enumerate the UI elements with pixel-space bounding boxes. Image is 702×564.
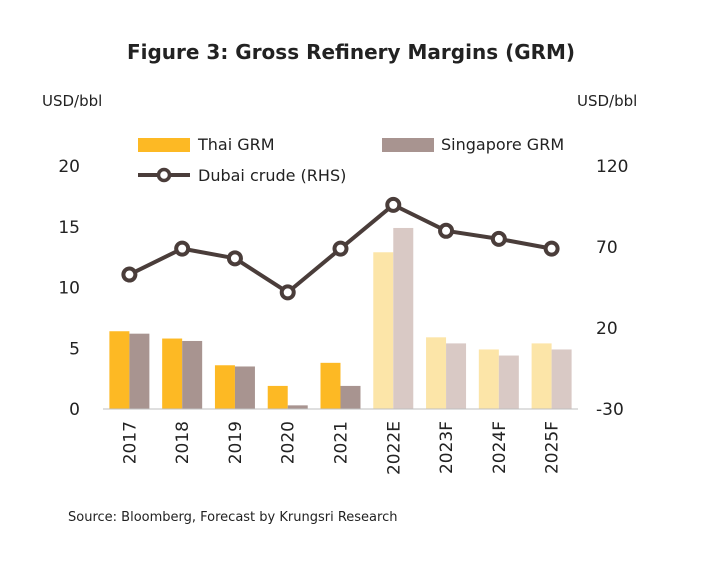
right-tick-label: -30 — [596, 400, 624, 420]
category-label: 2020 — [279, 421, 299, 464]
legend-marker-dubai-crude — [156, 167, 172, 183]
category-label: 2021 — [332, 421, 352, 464]
axis-layer: 0 5 10 15 20 -30 20 70 120 2017 2018 2019 2020 2021 20… — [58, 157, 628, 475]
point-dubai-crude-2022e — [385, 196, 402, 213]
category-label: 2017 — [120, 421, 140, 464]
bar-thai-grm-2023f — [426, 337, 447, 409]
point-dubai-crude-2020 — [279, 284, 296, 301]
bar-singapore-grm-2023f — [446, 343, 467, 409]
left-tick-label: 15 — [58, 218, 80, 238]
bar-thai-grm-2025f — [531, 343, 552, 409]
legend-label-singapore-grm: Singapore GRM — [441, 135, 564, 154]
category-label: 2018 — [173, 421, 193, 464]
line-layer — [121, 196, 560, 301]
left-tick-label: 20 — [58, 157, 80, 177]
bar-singapore-grm-2021 — [340, 385, 361, 409]
bar-thai-grm-2017 — [109, 331, 130, 409]
bar-singapore-grm-2020 — [287, 405, 308, 409]
right-tick-label: 20 — [596, 319, 618, 339]
legend-label-thai-grm: Thai GRM — [197, 135, 275, 154]
category-label: 2023F — [437, 421, 457, 474]
point-dubai-crude-2021 — [332, 240, 349, 257]
category-label: 2025F — [543, 421, 563, 474]
category-label: 2024F — [490, 421, 510, 474]
bar-singapore-grm-2018 — [182, 340, 203, 409]
category-label: 2022E — [384, 421, 404, 475]
bar-thai-grm-2024f — [478, 349, 499, 409]
right-tick-label: 120 — [596, 157, 628, 177]
chart-title: Figure 3: Gross Refinery Margins (GRM) — [126, 40, 576, 64]
bar-singapore-grm-2017 — [129, 333, 150, 409]
legend-swatch-singapore-grm — [382, 138, 434, 152]
bar-thai-grm-2022e — [373, 252, 394, 409]
left-axis-unit: USD/bbl — [42, 92, 103, 110]
bars-layer — [109, 227, 572, 409]
bar-thai-grm-2021 — [320, 362, 341, 409]
bar-thai-grm-2019 — [214, 365, 235, 409]
right-axis-unit: USD/bbl — [577, 92, 638, 110]
point-dubai-crude-2023f — [438, 222, 455, 239]
point-dubai-crude-2024f — [490, 230, 507, 247]
bar-singapore-grm-2024f — [498, 355, 519, 409]
bar-singapore-grm-2022e — [393, 227, 414, 409]
point-dubai-crude-2019 — [226, 250, 243, 267]
right-tick-label: 70 — [596, 238, 618, 258]
bar-thai-grm-2020 — [267, 385, 288, 409]
category-label: 2019 — [226, 421, 246, 464]
bar-singapore-grm-2019 — [234, 366, 255, 409]
left-tick-label: 0 — [69, 400, 80, 420]
bar-singapore-grm-2025f — [551, 349, 572, 409]
legend-swatch-thai-grm — [138, 138, 190, 152]
left-tick-label: 10 — [58, 279, 80, 299]
left-tick-label: 5 — [69, 339, 80, 359]
source-note: Source: Bloomberg, Forecast by Krungsri … — [68, 510, 398, 525]
legend-label-dubai-crude: Dubai crude (RHS) — [198, 166, 346, 185]
point-dubai-crude-2017 — [121, 266, 138, 283]
point-dubai-crude-2025f — [543, 240, 560, 257]
legend: Thai GRM Singapore GRM Dubai crude (RHS) — [138, 135, 564, 185]
point-dubai-crude-2018 — [174, 240, 191, 257]
bar-thai-grm-2018 — [162, 338, 183, 409]
